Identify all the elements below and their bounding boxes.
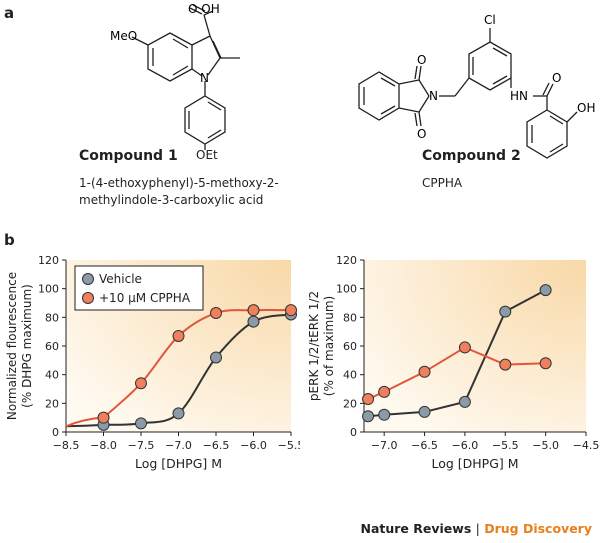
x-axis-label: Log [DHPG] M xyxy=(431,456,518,471)
compound2-salicyl-ring xyxy=(526,109,568,159)
compound2-o-amide-label: O xyxy=(552,71,561,85)
data-point-vehicle xyxy=(172,407,185,420)
y-tick-label: 120 xyxy=(336,254,357,267)
y-axis-label-line1: Normalized flourescence xyxy=(5,272,19,420)
journal-credit: Nature Reviews | Drug Discovery xyxy=(361,521,593,536)
compound1-benzene-ring xyxy=(147,32,193,82)
legend-marker-vehicle xyxy=(82,273,94,285)
data-point-vehicle xyxy=(539,284,552,297)
x-tick-label: −8.0 xyxy=(90,439,117,452)
data-point-cppha xyxy=(378,385,391,398)
journal-separator: | xyxy=(475,521,480,536)
x-tick-label: −4.5 xyxy=(573,439,600,452)
data-point-vehicle xyxy=(458,395,471,408)
data-point-cppha xyxy=(172,329,185,342)
compound1-desc-line2: methylindole-3-carboxylic acid xyxy=(79,193,264,207)
compound1-structure: O OH MeO N xyxy=(110,2,240,150)
compound1-oet-label: OEt xyxy=(196,148,218,162)
x-tick-label: −7.0 xyxy=(165,439,192,452)
legend-label-cppha: +10 μM CPPHA xyxy=(99,291,191,305)
y-tick-label: 40 xyxy=(45,369,59,382)
data-point-vehicle xyxy=(210,351,222,364)
data-point-cppha xyxy=(539,357,552,370)
x-tick-label: −7.5 xyxy=(128,439,155,452)
x-tick-label: −6.5 xyxy=(203,439,230,452)
compound2-desc: CPPHA xyxy=(422,176,463,190)
y-tick-label: 0 xyxy=(52,426,59,439)
y-tick-label: 60 xyxy=(343,340,357,353)
data-point-vehicle xyxy=(378,408,391,421)
y-tick-label: 120 xyxy=(38,254,59,267)
data-point-cppha xyxy=(97,411,110,424)
data-point-cppha xyxy=(285,304,297,317)
compound1-cooh-label: O OH xyxy=(188,2,220,16)
compound2-oh-label: OH xyxy=(577,101,595,115)
data-point-cppha xyxy=(499,358,512,371)
data-point-cppha xyxy=(210,307,222,320)
x-tick-label: −6.0 xyxy=(452,439,479,452)
data-point-vehicle xyxy=(135,417,147,430)
x-tick-label: −7.0 xyxy=(371,439,398,452)
data-point-vehicle xyxy=(247,315,260,328)
x-axis-label: Log [DHPG] M xyxy=(135,456,222,471)
compound2-o-top-label: O xyxy=(417,53,426,67)
compound2-n-label: N xyxy=(429,89,438,103)
data-point-cppha xyxy=(135,377,147,390)
compound2-o-bot-label: O xyxy=(417,127,426,141)
y-tick-label: 60 xyxy=(45,340,59,353)
data-point-vehicle xyxy=(362,410,375,423)
data-point-vehicle xyxy=(418,405,431,418)
compound2-cl-label: Cl xyxy=(484,13,496,27)
compound1-title: Compound 1 xyxy=(79,148,178,164)
x-tick-label: −5.0 xyxy=(532,439,559,452)
chart-left: 0 20 40 60 80 100 120 −8.5 −8.0 −7.5 −7.0 −6.5 −6.0−… xyxy=(5,254,300,471)
y-tick-label: 20 xyxy=(343,397,357,410)
chart-right: 0 20 40 60 80 100 120 −7.0 −6.5 −6.0 −5.5 −5.0 −4.5 L… xyxy=(307,254,600,471)
y-tick-label: 100 xyxy=(38,283,59,296)
compound1-n-label: N xyxy=(200,71,209,85)
y-tick-label: 20 xyxy=(45,397,59,410)
journal-name: Nature Reviews xyxy=(360,521,472,536)
y-tick-label: 0 xyxy=(350,426,357,439)
plot-area xyxy=(364,260,586,432)
compound2-chlorophenyl-ring xyxy=(468,41,512,91)
y-tick-label: 80 xyxy=(343,311,357,324)
x-tick-label: −8.5 xyxy=(53,439,80,452)
y-tick-label: 100 xyxy=(336,283,357,296)
y-tick-label: 80 xyxy=(45,311,59,324)
compound1-aryl-ring xyxy=(184,95,226,145)
compound2-phthalimide-ring xyxy=(358,71,400,121)
panel-a-letter: a xyxy=(4,4,15,22)
y-axis-label-line2: (% of maximum) xyxy=(322,296,336,396)
compound1-desc-line1: 1-(4-ethoxyphenyl)-5-methoxy-2- xyxy=(79,176,279,190)
data-point-vehicle xyxy=(499,305,512,318)
x-tick-label: −6.0 xyxy=(240,439,267,452)
x-tick-label: −5.5 xyxy=(492,439,519,452)
data-point-cppha xyxy=(418,365,431,378)
legend-label-vehicle: Vehicle xyxy=(99,272,142,286)
compound2-title: Compound 2 xyxy=(422,148,521,164)
compound2-hn-label: HN xyxy=(510,89,528,103)
compound2-structure: Cl O N O HN O OH xyxy=(358,13,595,159)
journal-section: Drug Discovery xyxy=(484,521,592,536)
data-point-cppha xyxy=(247,304,260,317)
legend-marker-cppha xyxy=(82,292,94,304)
y-tick-label: 40 xyxy=(343,369,357,382)
x-tick-label: −6.5 xyxy=(411,439,438,452)
y-axis-label-line2: (% DHPG maximum) xyxy=(20,284,34,408)
x-tick-label: −5.5 xyxy=(278,439,300,452)
panel-b-letter: b xyxy=(4,231,15,249)
y-axis-label-line1: pERK 1/2/tERK 1/2 xyxy=(307,291,321,401)
data-point-cppha xyxy=(362,393,375,406)
legend-box xyxy=(74,265,204,311)
data-point-cppha xyxy=(458,341,471,354)
compound1-meo-label: MeO xyxy=(110,29,137,43)
